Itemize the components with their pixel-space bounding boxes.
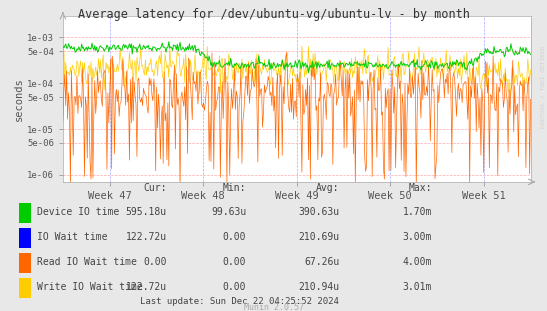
Text: 4.00m: 4.00m xyxy=(403,257,432,267)
Text: Max:: Max: xyxy=(409,183,432,193)
Text: 99.63u: 99.63u xyxy=(211,207,246,217)
Text: 67.26u: 67.26u xyxy=(304,257,339,267)
Text: 0.00: 0.00 xyxy=(143,257,167,267)
Text: 0.00: 0.00 xyxy=(223,257,246,267)
Text: 0.00: 0.00 xyxy=(223,232,246,242)
Y-axis label: seconds: seconds xyxy=(14,77,24,121)
Text: Cur:: Cur: xyxy=(143,183,167,193)
Text: 0.00: 0.00 xyxy=(223,282,246,292)
Text: RRDTOOL / TOBI OETIKER: RRDTOOL / TOBI OETIKER xyxy=(541,46,546,128)
Text: 210.94u: 210.94u xyxy=(298,282,339,292)
Text: 210.69u: 210.69u xyxy=(298,232,339,242)
Text: IO Wait time: IO Wait time xyxy=(37,232,108,242)
Text: 122.72u: 122.72u xyxy=(126,282,167,292)
Text: 595.18u: 595.18u xyxy=(126,207,167,217)
Text: Device IO time: Device IO time xyxy=(37,207,119,217)
Text: 390.63u: 390.63u xyxy=(298,207,339,217)
Text: 122.72u: 122.72u xyxy=(126,232,167,242)
Text: 3.01m: 3.01m xyxy=(403,282,432,292)
Text: Munin 2.0.57: Munin 2.0.57 xyxy=(243,303,304,311)
Text: Write IO Wait time: Write IO Wait time xyxy=(37,282,143,292)
Text: Last update: Sun Dec 22 04:25:52 2024: Last update: Sun Dec 22 04:25:52 2024 xyxy=(140,297,339,306)
Text: Avg:: Avg: xyxy=(316,183,339,193)
Text: 1.70m: 1.70m xyxy=(403,207,432,217)
Text: 3.00m: 3.00m xyxy=(403,232,432,242)
Text: Min:: Min: xyxy=(223,183,246,193)
Text: Read IO Wait time: Read IO Wait time xyxy=(37,257,137,267)
Text: Average latency for /dev/ubuntu-vg/ubuntu-lv - by month: Average latency for /dev/ubuntu-vg/ubunt… xyxy=(78,8,469,21)
